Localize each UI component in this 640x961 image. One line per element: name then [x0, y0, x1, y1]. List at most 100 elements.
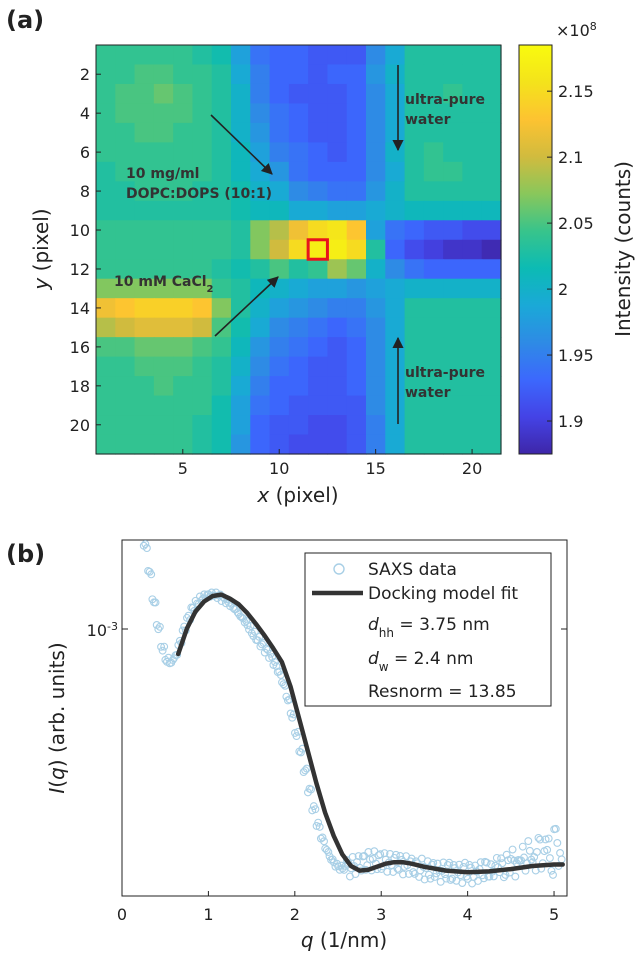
heatmap-cell — [327, 220, 348, 241]
heatmap-cell — [269, 298, 290, 319]
heatmap-cell — [288, 239, 309, 260]
heatmap-cell — [404, 122, 425, 143]
heatmap-cell — [443, 395, 464, 416]
heatmap-cell — [173, 278, 194, 299]
heatmap-cell — [462, 161, 483, 182]
saxs-data-point — [497, 854, 506, 863]
heatmap-cell — [250, 337, 271, 358]
heatmap-cell — [173, 337, 194, 358]
heatmap-cell — [404, 142, 425, 163]
panel-a: (a) 5 10 15 20 2 4 6 8 10 12 14 16 18 20 x (pixel) y… — [6, 6, 635, 507]
heatmap-cell — [96, 122, 116, 143]
heatmap-cell — [231, 376, 251, 397]
heatmap-cell — [173, 376, 194, 397]
heatmap-cell — [481, 376, 502, 397]
heatmap-cell — [404, 200, 425, 221]
heatmap-cell — [96, 298, 116, 319]
heatmap-cell — [96, 200, 116, 221]
heatmap-cell — [404, 83, 425, 105]
heatmap-cell — [366, 181, 386, 202]
heatmap-cell — [134, 395, 155, 416]
heatmap-cell — [115, 200, 136, 221]
heatmap-cell — [134, 161, 155, 182]
heatmap-cell — [115, 337, 136, 358]
x-tick-label: 2 — [290, 905, 300, 924]
colorbar-multiplier: ×108 — [556, 20, 597, 41]
heatmap-cell — [366, 142, 386, 163]
saxs-data-point — [502, 850, 511, 859]
annotation-lipid: 10 mg/ml DOPC:DOPS (10:1) — [126, 166, 272, 202]
heatmap-cell — [153, 337, 174, 358]
saxs-data-point — [479, 874, 488, 883]
heatmap-cell — [308, 45, 329, 66]
heatmap-cell — [134, 200, 155, 221]
heatmap-cell — [288, 415, 309, 436]
heatmap-cells — [96, 45, 502, 455]
heatmap-cell — [327, 103, 348, 124]
heatmap-cell — [288, 220, 309, 241]
legend-param-dhh: dhh = 3.75 nm — [368, 615, 490, 640]
heatmap-cell — [385, 298, 406, 319]
heatmap-cell — [134, 64, 155, 85]
heatmap-cell — [346, 122, 367, 143]
heatmap-cell — [192, 64, 213, 85]
plot-b-y-tick-label: 10-3 — [87, 620, 118, 641]
heatmap-cell — [366, 122, 386, 143]
heatmap-cell — [288, 122, 309, 143]
heatmap-cell — [366, 103, 386, 124]
heatmap-cell — [462, 298, 483, 319]
heatmap-cell — [327, 337, 348, 358]
heatmap-cell — [192, 142, 213, 163]
colorbar-tick-label: 2.05 — [558, 214, 594, 233]
heatmap-cell — [250, 64, 271, 85]
heatmap-cell — [346, 356, 367, 377]
heatmap-cell — [269, 337, 290, 358]
heatmap-cell — [173, 142, 194, 163]
heatmap-cell — [404, 103, 425, 124]
heatmap-cell — [423, 161, 444, 182]
heatmap-cell — [288, 298, 309, 319]
heatmap-cell — [327, 64, 348, 85]
heatmap-cell — [211, 337, 232, 358]
heatmap-cell — [443, 356, 464, 377]
heatmap-cell — [288, 45, 309, 66]
saxs-data-point — [391, 850, 400, 859]
y-tick-label: 16 — [70, 338, 90, 357]
saxs-data-point — [155, 622, 164, 631]
saxs-data-point — [399, 870, 407, 879]
heatmap-cell — [192, 103, 213, 124]
saxs-data-point — [158, 646, 167, 655]
saxs-data-point — [311, 805, 320, 814]
heatmap-cell — [134, 356, 155, 377]
heatmap-cell — [404, 434, 425, 455]
heatmap-cell — [346, 83, 367, 105]
heatmap-cell — [443, 337, 464, 358]
heatmap-cell — [366, 395, 386, 416]
heatmap-frame — [95, 44, 502, 455]
heatmap-cell — [288, 142, 309, 163]
heatmap-cell — [134, 103, 155, 124]
heatmap-cell — [346, 64, 367, 85]
heatmap-cell — [192, 122, 213, 143]
heatmap-cell — [153, 45, 174, 66]
saxs-data-point — [420, 875, 429, 884]
saxs-data-point — [275, 667, 284, 676]
heatmap-cell — [346, 434, 367, 455]
heatmap-cell — [327, 181, 348, 202]
heatmap-cell — [211, 83, 232, 105]
saxs-data-point — [445, 858, 454, 867]
saxs-data-point — [301, 766, 310, 775]
heatmap-y-ticks: 2 4 6 8 10 12 14 16 18 20 — [70, 65, 101, 435]
heatmap-cell — [366, 200, 386, 221]
heatmap-cell — [423, 395, 444, 416]
heatmap-cell — [308, 83, 329, 105]
saxs-data-point — [314, 818, 323, 827]
heatmap-cell — [462, 45, 483, 66]
heatmap-cell — [288, 395, 309, 416]
heatmap-cell — [269, 259, 290, 280]
saxs-data-point — [492, 853, 501, 862]
heatmap-cell — [269, 103, 290, 124]
heatmap-cell — [288, 259, 309, 280]
heatmap-cell — [231, 356, 251, 377]
heatmap-cell — [231, 415, 251, 436]
